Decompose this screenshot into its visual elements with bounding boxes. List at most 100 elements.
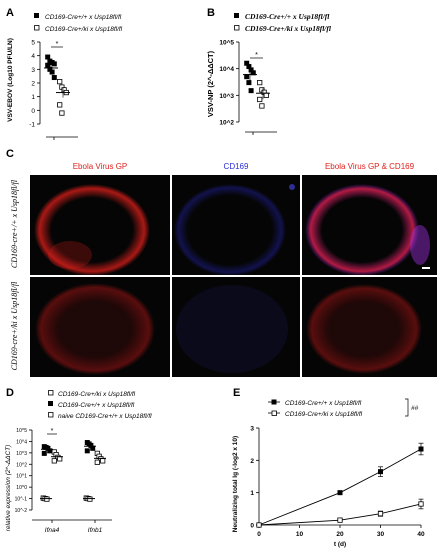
row-label-wt: CD169-cre+/+ x Usp18fl/fl [0, 175, 28, 273]
panel-a: A CD169-Cre+/+ x Usp18fl/fl CD169-Cre+/k… [0, 0, 205, 140]
legend-d-wt: CD169-Cre+/+ x Usp18fl/fl [58, 402, 135, 409]
micrograph-ki-ebola [30, 277, 170, 377]
data-point-b [257, 80, 263, 86]
panel-c-letter: C [6, 148, 14, 160]
col-header-cd169: CD169 [223, 162, 249, 171]
panel-e: E CD169-Cre+/+ x Usp18fl/fl CD169-Cre+/k… [225, 380, 437, 550]
axis-label-e-x: t (d) [334, 541, 346, 548]
tick-label-a: 0 [31, 108, 35, 115]
legend-b-wt: CD169-Cre+/+ x Usp18fl/fl [245, 12, 330, 21]
tick-label-d: 10^-2 [15, 508, 28, 514]
data-point-a [45, 54, 51, 60]
svg-text:CD169-cre+/ki x Usp18fl/fl: CD169-cre+/ki x Usp18fl/fl [10, 281, 19, 370]
series-line-e [258, 503, 422, 526]
data-point-a [59, 110, 65, 116]
tick-label-a: 1 [31, 94, 35, 101]
legend-a-wt: CD169-Cre+/+ x Usp18fl/fl [45, 14, 122, 21]
legend-open-square-icon [234, 25, 240, 31]
tick-label-e-y: 0 [250, 523, 254, 530]
data-point-b [246, 80, 252, 86]
tick-label-d: 10^1 [16, 474, 27, 480]
data-point-d [57, 456, 63, 462]
tick-label-e-x: 30 [377, 531, 385, 538]
data-point-d [44, 496, 50, 502]
tick-label-a: 5 [31, 40, 35, 47]
micrograph-ki-merge [302, 277, 437, 377]
category-label-d: Ifna4 [45, 527, 60, 534]
tick-label-e-y: 2 [250, 458, 254, 465]
data-point-a [47, 66, 53, 72]
series-line-e [258, 448, 422, 526]
axis-label-d: relative expression (2^-ΔΔCT) [5, 445, 12, 532]
legend-a-ki: CD169-Cre+/ki x Usp18fl/fl [45, 26, 123, 33]
data-point-b [246, 64, 252, 70]
tick-label-b: 10^4 [219, 65, 234, 73]
tick-label-e-y: 1 [250, 490, 254, 497]
col-header-ebola: Ebola Virus GP [72, 162, 128, 171]
data-point-a [51, 61, 57, 67]
tick-label-a: -1 [29, 122, 35, 129]
data-point-d [87, 496, 93, 502]
tick-label-d: 10^4 [16, 439, 27, 445]
data-point-b [257, 96, 263, 103]
legend-d-naive: naive CD169-Cre+/+ x Usp18fl/fl [58, 413, 152, 420]
tick-label-d: 10^5 [16, 428, 27, 434]
panel-b-chart: B CD169-Cre+/+ x Usp18fl/fl CD169-Cre+/k… [206, 7, 332, 135]
data-point-d [84, 448, 90, 454]
data-point-b [248, 88, 254, 94]
tick-label-b: 10^2 [219, 119, 234, 127]
data-point-d [47, 448, 53, 454]
data-point-b [244, 74, 250, 80]
legend-e-wt: CD169-Cre+/+ x Usp18fl/fl [285, 400, 362, 407]
data-point-d [45, 445, 51, 451]
data-point-d [88, 442, 94, 448]
data-point-a [57, 102, 63, 108]
data-point-e [337, 490, 343, 496]
tick-label-d: 10^-1 [15, 497, 28, 503]
micrograph-wt-ebola [30, 175, 170, 275]
data-point-e [337, 517, 343, 523]
significance-e: ## [411, 405, 419, 412]
panel-d-letter: D [6, 387, 14, 399]
axis-label-a: VSV-EBOV (Log10 PFU/LN) [7, 38, 14, 122]
tick-label-a: 4 [31, 53, 35, 60]
panel-c: C Ebola Virus GP CD169 Ebola Virus GP & … [0, 140, 437, 380]
data-point-a [57, 79, 63, 85]
axis-label-b: VSV-NP (2^-ΔΔCT) [206, 50, 215, 117]
significance-b: * [255, 52, 258, 59]
tick-label-d: 10^2 [16, 462, 27, 468]
legend-filled-square-icon [34, 13, 39, 18]
col-header-merge: Ebola Virus GP & CD169 [302, 162, 437, 171]
tick-label-e-x: 0 [257, 531, 261, 538]
data-point-e [378, 469, 383, 475]
significance-d: * [51, 428, 54, 435]
data-point-d [94, 459, 100, 465]
data-point-b [259, 103, 265, 109]
data-point-b [250, 70, 256, 76]
tick-label-d: 10^0 [16, 485, 27, 491]
panel-b: B CD169-Cre+/+ x Usp18fl/fl CD169-Cre+/k… [205, 0, 437, 140]
tick-label-e-x: 40 [417, 531, 425, 538]
data-point-a [51, 75, 57, 81]
data-point-e [256, 522, 262, 528]
data-point-d [90, 445, 96, 451]
category-label-d: Ifnb1 [88, 527, 103, 534]
svg-text:CD169-cre+/+ x Usp18fl/fl: CD169-cre+/+ x Usp18fl/fl [10, 179, 19, 268]
tick-label-e-y: 3 [250, 426, 254, 433]
tick-label-d: 10^3 [16, 451, 27, 457]
tick-label-b: 10^3 [219, 92, 234, 100]
data-point-d [51, 458, 57, 464]
tick-label-a: 2 [31, 81, 35, 88]
legend-open-square-icon [34, 25, 40, 31]
axis-label-e: Neutralizing total Ig (-log2 x 10) [232, 436, 239, 532]
data-point-a [45, 62, 51, 68]
legend-open-square-icon [271, 410, 277, 416]
panel-e-letter: E [233, 387, 240, 399]
legend-open-square-icon [48, 390, 54, 396]
data-point-d [41, 450, 47, 456]
tick-label-e-x: 20 [336, 531, 344, 538]
significance-a: * [56, 41, 59, 48]
tick-label-a: 3 [31, 67, 35, 74]
panel-e-chart: E CD169-Cre+/+ x Usp18fl/fl CD169-Cre+/k… [232, 387, 425, 548]
micrograph-ki-cd169 [172, 277, 300, 377]
